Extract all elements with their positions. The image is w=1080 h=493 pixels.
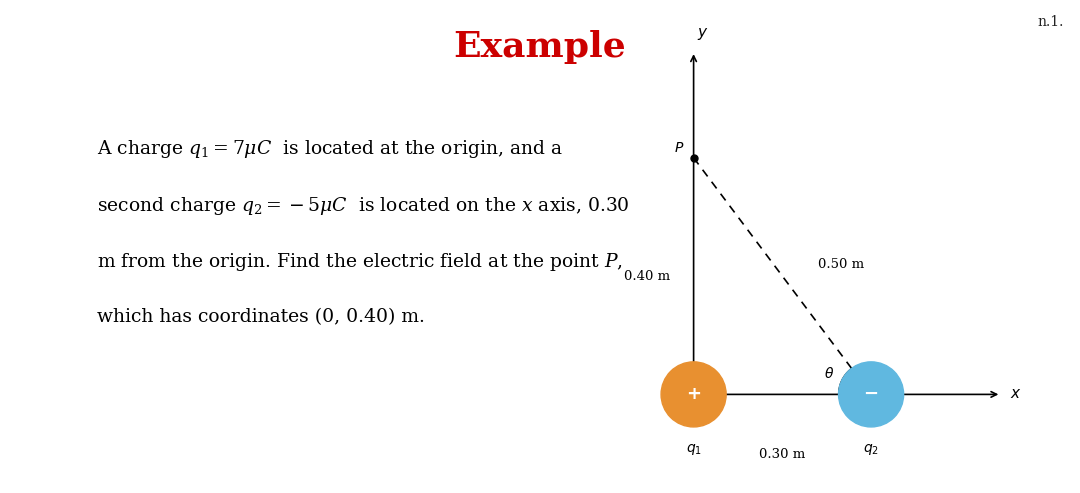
Text: n.1.: n.1. [1038,15,1064,29]
Text: $q_1$: $q_1$ [686,442,702,457]
Text: 0.40 m: 0.40 m [624,270,670,282]
Text: Example: Example [454,30,626,64]
Text: +: + [686,386,701,403]
Text: $\theta$: $\theta$ [824,366,834,381]
Text: which has coordinates (0, 0.40) m.: which has coordinates (0, 0.40) m. [97,308,426,326]
Circle shape [661,362,726,427]
Text: $x$: $x$ [1010,387,1022,401]
Text: m from the origin. Find the electric field at the point $P$,: m from the origin. Find the electric fie… [97,251,623,274]
Text: second charge $q_2 = -5\mu C$  is located on the $x$ axis, 0.30: second charge $q_2 = -5\mu C$ is located… [97,195,630,217]
Text: 0.50 m: 0.50 m [818,258,864,271]
Text: $q_2$: $q_2$ [863,442,879,457]
Text: −: − [864,386,879,403]
Text: A charge $q_1 = 7\mu C$  is located at the origin, and a: A charge $q_1 = 7\mu C$ is located at th… [97,138,563,160]
Text: 0.30 m: 0.30 m [759,448,806,460]
Text: $y$: $y$ [697,27,708,42]
Text: $P$: $P$ [674,141,685,155]
Circle shape [838,362,904,427]
